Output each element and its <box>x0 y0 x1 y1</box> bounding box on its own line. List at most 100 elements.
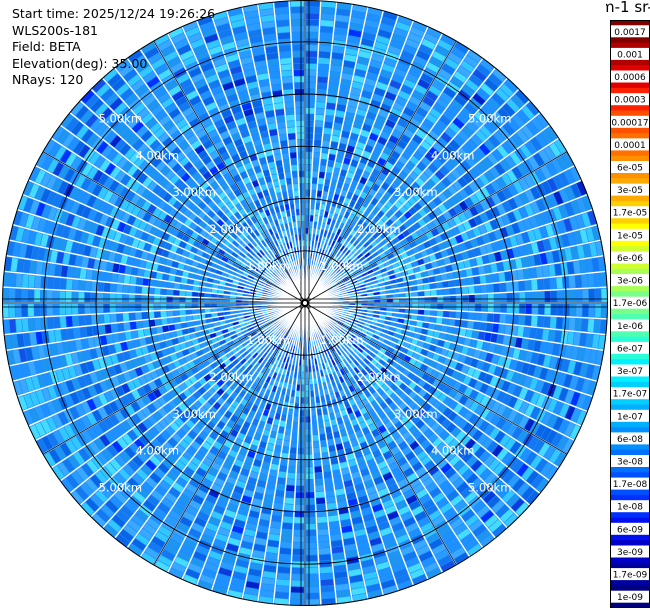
range-bin <box>416 50 430 61</box>
range-bin <box>494 251 502 262</box>
range-bin <box>502 187 513 199</box>
range-bin <box>318 57 330 65</box>
range-bin <box>349 221 356 229</box>
range-bin <box>367 159 376 168</box>
range-bin <box>356 182 365 191</box>
range-bin <box>305 498 315 505</box>
range-bin <box>173 316 181 324</box>
range-bin <box>518 315 525 326</box>
range-bin <box>306 63 317 70</box>
range-bin <box>430 174 441 185</box>
range-bin <box>317 522 328 530</box>
range-bin <box>345 219 352 227</box>
range-bin <box>557 372 567 386</box>
range-bin <box>351 321 358 326</box>
range-bin <box>517 326 524 337</box>
range-bin <box>372 334 380 340</box>
range-bin <box>322 191 328 198</box>
range-bin <box>448 280 455 288</box>
range-bin <box>334 221 341 228</box>
range-bin <box>360 129 370 138</box>
range-bin <box>427 406 437 417</box>
range-bin <box>344 280 351 285</box>
range-bin <box>352 239 360 247</box>
range-bin <box>375 362 383 370</box>
range-bin <box>374 330 381 336</box>
range-bin <box>336 228 342 236</box>
range-bin <box>361 328 368 334</box>
range-bin <box>405 38 420 49</box>
range-bin <box>515 90 529 104</box>
range-bin <box>343 232 350 240</box>
range-bin <box>330 65 342 73</box>
range-bin <box>473 247 481 257</box>
range-bin <box>436 414 447 425</box>
range-bin <box>512 427 523 440</box>
range-bin <box>319 434 327 441</box>
range-bin <box>317 529 329 536</box>
range-bin <box>396 62 409 72</box>
range-bin <box>425 366 434 375</box>
range-bin <box>349 263 356 270</box>
range-bin <box>339 169 348 177</box>
range-bin <box>330 254 336 261</box>
range-bin <box>309 221 314 228</box>
range-bin <box>349 133 359 141</box>
range-bin <box>314 472 323 479</box>
range-bin <box>484 221 493 233</box>
range-bin <box>314 127 323 134</box>
range-bin <box>346 330 352 336</box>
range-bin <box>323 471 332 479</box>
range-bin <box>97 282 104 292</box>
range-bin <box>519 292 526 303</box>
range-bin <box>392 236 400 245</box>
range-bin <box>347 290 354 294</box>
range-bin <box>390 181 400 190</box>
range-bin <box>485 209 495 221</box>
range-bin <box>361 303 368 306</box>
range-bin <box>328 323 334 328</box>
range-bin <box>380 332 387 339</box>
range-bin <box>365 334 372 341</box>
range-bin <box>411 338 419 346</box>
range-bin <box>593 319 601 333</box>
range-bin <box>375 201 384 210</box>
range-bin <box>348 275 355 280</box>
range-bin <box>502 200 512 213</box>
range-bin <box>541 396 552 410</box>
range-bin <box>468 286 475 294</box>
range-bin <box>305 107 315 114</box>
range-bin <box>567 261 575 275</box>
range-bin <box>284 427 292 435</box>
range-bin <box>378 109 389 119</box>
range-bin <box>394 68 407 78</box>
range-bin <box>401 150 412 160</box>
range-bin <box>429 360 437 369</box>
range-bin <box>192 291 199 297</box>
range-bin <box>319 242 325 249</box>
range-bin <box>547 414 558 428</box>
range-bin <box>403 107 415 117</box>
range-bin <box>448 156 459 168</box>
range-bin <box>393 102 405 112</box>
range-bin <box>416 369 425 378</box>
range-bin <box>375 115 387 124</box>
range-bin <box>329 71 341 79</box>
range-bin <box>374 255 381 262</box>
range-bin <box>323 272 329 279</box>
range-bin <box>458 406 469 417</box>
range-bin <box>521 125 534 139</box>
range-bin <box>397 139 408 150</box>
range-bin <box>472 369 481 380</box>
range-bin <box>408 206 417 216</box>
range-bin <box>27 304 34 317</box>
range-bin <box>598 256 606 271</box>
range-bin <box>461 278 468 286</box>
range-bin <box>347 100 358 108</box>
range-bin <box>275 591 289 599</box>
range-bin <box>480 187 490 199</box>
range-bin <box>281 535 292 542</box>
range-bin <box>507 474 520 488</box>
range-bin <box>473 321 481 330</box>
range-bin <box>198 308 205 314</box>
